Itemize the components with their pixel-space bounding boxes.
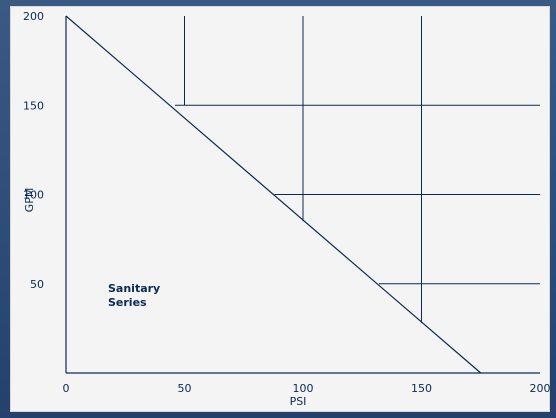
gpm-psi-chart: 0 50 100 150 200 50 100 150 200 PSI GPM Sanitar… — [23, 10, 551, 408]
x-tick-label-150: 150 — [411, 382, 432, 395]
y-tick-label-100: 100 — [23, 189, 44, 202]
annotation-line-2: Series — [108, 296, 147, 309]
y-axis-title: GPM — [23, 188, 36, 213]
grid-lines — [175, 16, 540, 324]
y-tick-label-200: 200 — [23, 10, 44, 23]
y-tick-labels: 50 100 150 200 — [23, 10, 44, 291]
x-tick-label-200: 200 — [530, 382, 551, 395]
y-tick-label-150: 150 — [23, 99, 44, 112]
x-tick-label-0: 0 — [63, 382, 70, 395]
x-tick-label-50: 50 — [178, 382, 192, 395]
chart-panel: 0 50 100 150 200 50 100 150 200 PSI GPM Sanitar… — [10, 6, 550, 412]
series-layer — [65, 15, 482, 374]
y-tick-label-50: 50 — [30, 278, 44, 291]
x-tick-labels: 0 50 100 150 200 — [63, 382, 551, 395]
annotation-line-1: Sanitary — [108, 282, 160, 295]
x-tick-label-100: 100 — [293, 382, 314, 395]
axes — [65, 16, 540, 374]
series-line-1 — [65, 15, 482, 374]
x-axis-title: PSI — [290, 395, 307, 408]
